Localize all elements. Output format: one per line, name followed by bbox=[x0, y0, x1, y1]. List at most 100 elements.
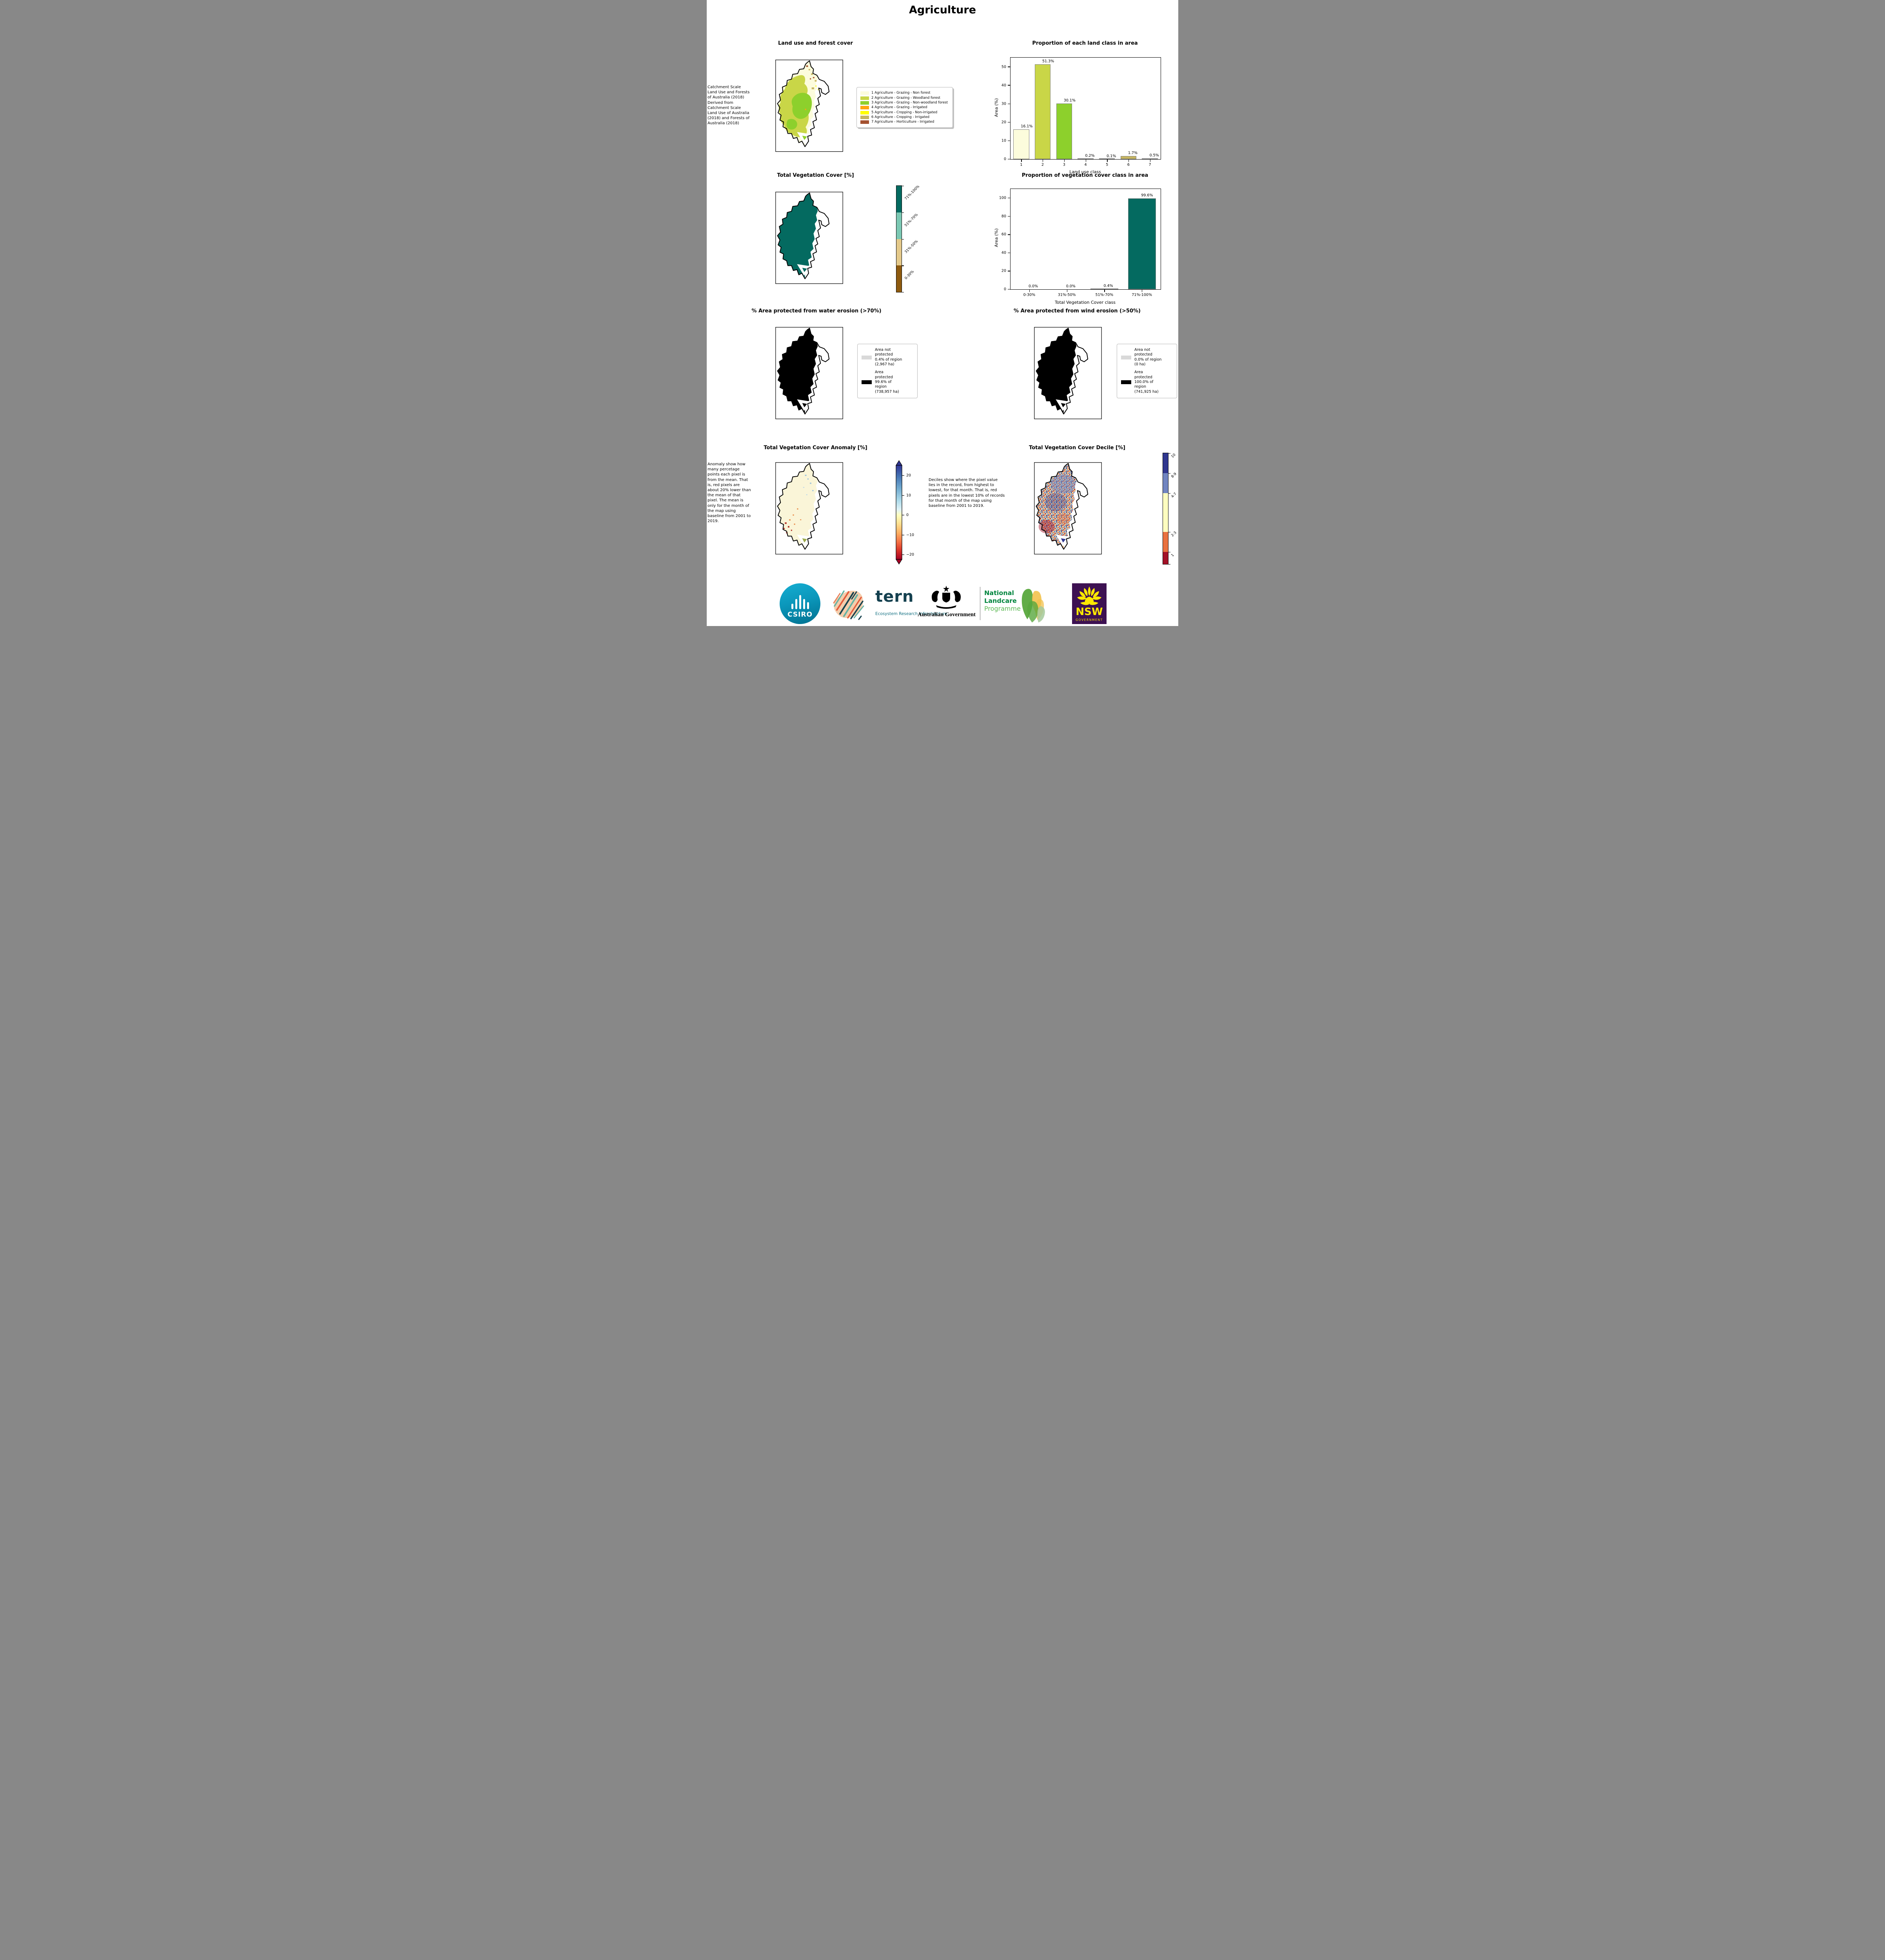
colorbar-label: 0-30% bbox=[904, 270, 915, 281]
legend-label: 3 Agriculture - Grazing - Non-woodland f… bbox=[871, 100, 948, 105]
legend-label: 2 Agriculture - Grazing - Woodland fores… bbox=[871, 96, 940, 100]
tern-subtitle: Ecosystem Research Infrastructure bbox=[875, 612, 947, 616]
bar-land-class-6 bbox=[1120, 156, 1137, 159]
y-tick: 0 bbox=[1004, 287, 1011, 292]
colorbar-label: 1 bbox=[1170, 553, 1175, 558]
colorbar-tick-label: −10 bbox=[906, 533, 914, 537]
x-tick-label: 7 bbox=[1148, 163, 1151, 167]
bar-value-label: 51.3% bbox=[1042, 59, 1054, 64]
map-title-veg-cover: Total Vegetation Cover [%] bbox=[777, 172, 854, 178]
land-use-map bbox=[773, 54, 846, 158]
bar-land-class-7 bbox=[1142, 158, 1158, 159]
y-tick: 50 bbox=[1001, 65, 1011, 69]
nlp-line-3: Programme bbox=[984, 605, 1021, 612]
water-erosion-map bbox=[773, 321, 846, 425]
legend-swatch-class3 bbox=[860, 101, 869, 105]
y-axis-label: Area (%) bbox=[994, 228, 999, 247]
bar-value-label: 0.1% bbox=[1107, 154, 1116, 158]
bar-slot-0-30: 0.0% 0-30% bbox=[1011, 189, 1048, 297]
legend-item: 5 Agriculture - Cropping - Non-irrigated bbox=[860, 111, 949, 114]
bar-land-class-1 bbox=[1013, 129, 1029, 159]
y-axis-label: Area (%) bbox=[994, 98, 999, 117]
x-tick-label: 4 bbox=[1084, 163, 1087, 167]
land-use-map-canvas bbox=[774, 60, 843, 154]
bar-slot-51-70: 0.4% 51%-70% bbox=[1086, 189, 1123, 297]
bar-land-class-4 bbox=[1078, 158, 1094, 159]
legend-label: Area not protected 0.4% of region (2,967… bbox=[875, 348, 902, 367]
legend-swatch-class6 bbox=[860, 115, 869, 119]
map-title-wind-erosion: % Area protected from wind erosion (>50%… bbox=[1014, 308, 1141, 314]
land-use-speckles bbox=[805, 65, 819, 110]
bar-value-label: 0.4% bbox=[1103, 284, 1113, 289]
bar-slot-6: 1.7% 6 bbox=[1118, 58, 1139, 167]
bar-slot-71-100: 99.6% 71%-100% bbox=[1123, 189, 1161, 297]
legend-swatch-class1 bbox=[860, 91, 869, 95]
colorbar-seg-51-70 bbox=[896, 212, 902, 239]
y-tick: 20 bbox=[1001, 120, 1011, 124]
y-tick: 40 bbox=[1001, 83, 1011, 87]
nsw-wordmark: NSW bbox=[1076, 606, 1103, 618]
colorbar-top-arrow bbox=[895, 460, 903, 466]
x-tick-label: 6 bbox=[1127, 163, 1130, 167]
bar-value-label: 0.5% bbox=[1149, 153, 1159, 158]
australian-government-crest-icon bbox=[932, 586, 961, 609]
wind-erosion-map bbox=[1031, 321, 1105, 425]
report-page: Agriculture Catchment Scale Land Use and… bbox=[707, 0, 1178, 626]
x-axis-label: Total Vegetation Cover class bbox=[1054, 300, 1116, 305]
chart-title-land-class: Proportion of each land class in area bbox=[1032, 40, 1138, 46]
colorbar-label: 31%-50% bbox=[904, 239, 919, 254]
veg-class-chart: 0 20 40 60 80 100 0.0% 0-30% 0.0% 31%-50… bbox=[999, 189, 1161, 297]
y-tick: 80 bbox=[1001, 214, 1011, 218]
csiro-waves-icon bbox=[791, 594, 809, 609]
colorbar-label: 51%-70% bbox=[904, 212, 919, 228]
bar-slot-3: 30.1% 3 bbox=[1053, 58, 1076, 167]
legend-label: Area protected 100.0% of region (741,925… bbox=[1134, 370, 1159, 394]
legend-item: Area not protected 0.4% of region (2,967… bbox=[862, 348, 913, 367]
bar-land-class-3 bbox=[1056, 103, 1072, 159]
y-tick: 30 bbox=[1001, 102, 1011, 106]
colorbar-bottom-arrow bbox=[895, 559, 903, 565]
map-title-decile: Total Vegetation Cover Decile [%] bbox=[1029, 445, 1125, 451]
x-tick-label: 2 bbox=[1041, 163, 1044, 167]
nsw-government-logo: NSW GOVERNMENT bbox=[1072, 583, 1107, 624]
csiro-wordmark: CSIRO bbox=[787, 611, 813, 619]
legend-item: Area not protected 0.0% of region (0 ha) bbox=[1121, 348, 1173, 367]
x-tick-label: 3 bbox=[1063, 163, 1065, 167]
decile-colorbar: 10 8-9 4-7 2-3 1 bbox=[1163, 453, 1177, 565]
legend-item: 7 Agriculture - Horticulture - Irrigated bbox=[860, 120, 949, 124]
decile-map bbox=[1031, 457, 1105, 561]
legend-label: 6 Agriculture - Cropping - Irrigated bbox=[871, 115, 930, 119]
colorbar-seg-71-100 bbox=[896, 186, 902, 212]
y-tick: 40 bbox=[1001, 250, 1011, 255]
chart-title-veg-class: Proportion of vegetation cover class in … bbox=[1021, 172, 1148, 178]
bar-value-label: 0.0% bbox=[1066, 284, 1076, 289]
bar-land-class-5 bbox=[1099, 158, 1115, 159]
legend-swatch-not-protected bbox=[862, 355, 872, 359]
nlp-line-2: Landcare bbox=[984, 597, 1017, 604]
colorbar-label: 4-7 bbox=[1170, 492, 1177, 499]
colorbar-label: 2-3 bbox=[1170, 531, 1177, 538]
bar-slot-31-50: 0.0% 31%-50% bbox=[1048, 189, 1086, 297]
legend-label: 1 Agriculture - Grazing - Non forest bbox=[871, 91, 931, 95]
x-tick-label: 5 bbox=[1106, 163, 1109, 167]
colorbar-seg-10 bbox=[1163, 453, 1168, 473]
map-title-anomaly: Total Vegetation Cover Anomaly [%] bbox=[764, 445, 867, 451]
bar-slot-4: 0.2% 4 bbox=[1075, 58, 1096, 167]
australian-government-label: Australian Government bbox=[918, 612, 976, 618]
colorbar-tick-label: 0 bbox=[906, 513, 909, 517]
legend-label: Area protected 99.6% of region (738,957 … bbox=[875, 370, 899, 394]
colorbar-tick-label: 10 bbox=[906, 493, 911, 498]
veg-cover-colorbar: 71%-100% 51%-70% 31%-50% 0-30% bbox=[896, 185, 920, 293]
nsw-government-label: GOVERNMENT bbox=[1076, 618, 1103, 622]
colorbar-gradient bbox=[896, 465, 902, 560]
land-class-chart: 0 10 20 30 40 50 16.1% 1 51.3% 2 30.1% 3… bbox=[1001, 57, 1161, 167]
landcare-leaves-icon bbox=[1021, 589, 1045, 622]
legend-item: Area protected 100.0% of region (741,925… bbox=[1121, 370, 1173, 394]
map-title-water-erosion: % Area protected from water erosion (>70… bbox=[751, 308, 882, 314]
bar-value-label: 0.2% bbox=[1085, 154, 1095, 158]
y-tick: 10 bbox=[1001, 138, 1011, 143]
y-tick: 100 bbox=[999, 196, 1011, 200]
legend-swatch-protected bbox=[862, 380, 872, 385]
bar-slot-1: 16.1% 1 bbox=[1011, 58, 1032, 167]
legend-item: 4 Agriculture - Grazing - Irrigated bbox=[860, 105, 949, 110]
